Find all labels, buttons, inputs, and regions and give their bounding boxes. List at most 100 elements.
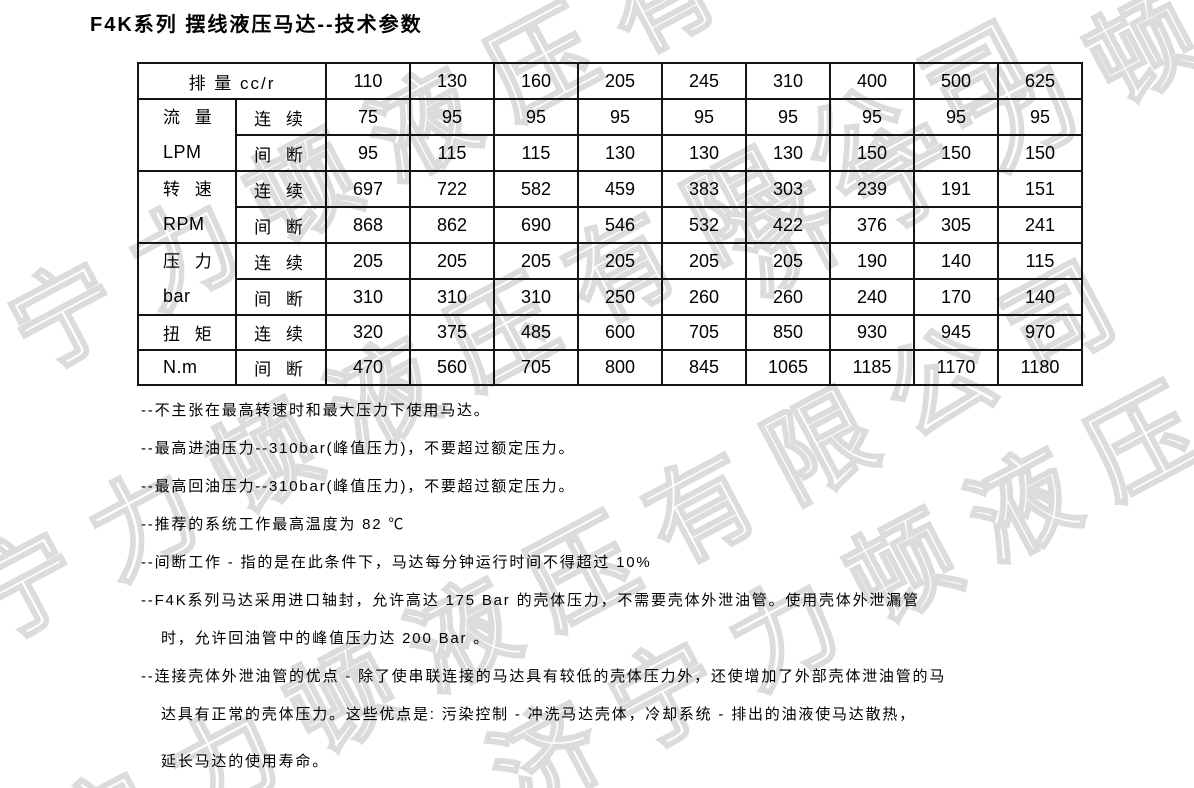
table-cell: 546	[577, 206, 663, 244]
group-unit-torque: N.m	[137, 349, 237, 386]
group-name: 压 力	[163, 252, 217, 271]
page-title: F4K系列 摆线液压马达--技术参数	[90, 14, 423, 36]
table-cell: 140	[913, 242, 999, 280]
displacement-value: 500	[913, 62, 999, 100]
notes-section: --不主张在最高转速时和最大压力下使用马达。 --最高进油压力--310bar(…	[141, 392, 946, 781]
table-cell: 376	[829, 206, 915, 244]
table-cell: 970	[997, 314, 1083, 351]
table-cell: 170	[913, 278, 999, 316]
table-cell: 205	[325, 242, 411, 280]
table-cell: 868	[325, 206, 411, 244]
displacement-value: 400	[829, 62, 915, 100]
table-cell: 705	[493, 349, 579, 386]
row-label: 连 续	[235, 242, 327, 280]
table-cell: 205	[745, 242, 831, 280]
table-cell: 930	[829, 314, 915, 351]
table-cell: 690	[493, 206, 579, 244]
group-label-speed: 转 速 RPM	[137, 170, 237, 244]
table-cell: 130	[577, 134, 663, 172]
table-cell: 150	[829, 134, 915, 172]
table-cell: 95	[493, 98, 579, 136]
group-label-torque: 扭 矩	[137, 314, 237, 351]
table-cell: 241	[997, 206, 1083, 244]
group-unit: bar	[163, 286, 191, 306]
table-cell: 150	[997, 134, 1083, 172]
displacement-value: 310	[745, 62, 831, 100]
displacement-value: 245	[661, 62, 747, 100]
displacement-value: 205	[577, 62, 663, 100]
table-cell: 470	[325, 349, 411, 386]
table-cell: 1170	[913, 349, 999, 386]
row-label: 间 断	[235, 134, 327, 172]
table-row: 间 断 868 862 690 546 532 422 376 305 241	[138, 206, 1083, 244]
note-line: --间断工作 - 指的是在此条件下，马达每分钟运行时间不得超过 10%	[141, 554, 652, 571]
table-cell: 705	[661, 314, 747, 351]
note-line: --最高回油压力--310bar(峰值压力)，不要超过额定压力。	[141, 478, 576, 495]
table-cell: 310	[325, 278, 411, 316]
table-cell: 303	[745, 170, 831, 208]
group-unit: LPM	[163, 142, 202, 162]
table-cell: 95	[829, 98, 915, 136]
table-cell: 722	[409, 170, 495, 208]
note-line: --最高进油压力--310bar(峰值压力)，不要超过额定压力。	[141, 440, 576, 457]
table-cell: 600	[577, 314, 663, 351]
table-cell: 115	[409, 134, 495, 172]
row-label: 间 断	[235, 278, 327, 316]
table-row: 扭 矩 连 续 320 375 485 600 705 850 930 945 …	[137, 314, 1083, 351]
table-cell: 205	[493, 242, 579, 280]
note-line: --不主张在最高转速时和最大压力下使用马达。	[141, 402, 491, 419]
table-cell: 850	[745, 314, 831, 351]
table-cell: 205	[577, 242, 663, 280]
table-cell: 310	[493, 278, 579, 316]
table-row: 间 断 310 310 310 250 260 260 240 170 140	[138, 278, 1083, 316]
table-row: 转 速 RPM 连 续 697 722 582 459 383 303 239 …	[137, 170, 1083, 244]
note-line: 时，允许回油管中的峰值压力达 200 Bar 。	[161, 630, 491, 647]
table-cell: 191	[913, 170, 999, 208]
table-cell: 95	[745, 98, 831, 136]
table-row: N.m 间 断 470 560 705 800 845 1065 1185 11…	[137, 349, 1083, 386]
group-name: 扭 矩	[163, 325, 217, 344]
table-cell: 115	[493, 134, 579, 172]
group-unit: N.m	[163, 357, 198, 377]
note-line: --连接壳体外泄油管的优点 - 除了使串联连接的马达具有较低的壳体压力外，还使增…	[141, 668, 947, 685]
table-cell: 945	[913, 314, 999, 351]
table-cell: 95	[913, 98, 999, 136]
table-cell: 485	[493, 314, 579, 351]
displacement-value: 160	[493, 62, 579, 100]
table-cell: 150	[913, 134, 999, 172]
table-cell: 1180	[997, 349, 1083, 386]
table-cell: 260	[661, 278, 747, 316]
table-cell: 862	[409, 206, 495, 244]
note-line: 达具有正常的壳体压力。这些优点是: 污染控制 - 冲洗马达壳体，冷却系统 - 排…	[161, 706, 916, 723]
table-cell: 560	[409, 349, 495, 386]
table-cell: 205	[409, 242, 495, 280]
displacement-value: 110	[325, 62, 411, 100]
row-label: 间 断	[235, 349, 327, 386]
table-cell: 845	[661, 349, 747, 386]
spec-table: 排 量 cc/r 110 130 160 205 245 310 400 500…	[137, 62, 1083, 386]
table-cell: 115	[997, 242, 1083, 280]
row-label: 连 续	[235, 170, 327, 208]
table-cell: 240	[829, 278, 915, 316]
table-header-row: 排 量 cc/r 110 130 160 205 245 310 400 500…	[137, 62, 1083, 100]
table-cell: 205	[661, 242, 747, 280]
table-cell: 95	[409, 98, 495, 136]
row-label: 连 续	[235, 98, 327, 136]
table-cell: 95	[325, 134, 411, 172]
table-cell: 582	[493, 170, 579, 208]
group-label-pressure: 压 力 bar	[137, 242, 237, 316]
table-cell: 305	[913, 206, 999, 244]
table-row: 间 断 95 115 115 130 130 130 150 150 150	[138, 134, 1083, 172]
table-cell: 190	[829, 242, 915, 280]
table-cell: 532	[661, 206, 747, 244]
table-cell: 130	[745, 134, 831, 172]
table-cell: 800	[577, 349, 663, 386]
table-row: 压 力 bar 连 续 205 205 205 205 205 205 190 …	[137, 242, 1083, 316]
table-cell: 1065	[745, 349, 831, 386]
table-cell: 250	[577, 278, 663, 316]
group-name: 流 量	[163, 108, 217, 127]
table-cell: 239	[829, 170, 915, 208]
table-cell: 260	[745, 278, 831, 316]
group-unit: RPM	[163, 214, 205, 234]
